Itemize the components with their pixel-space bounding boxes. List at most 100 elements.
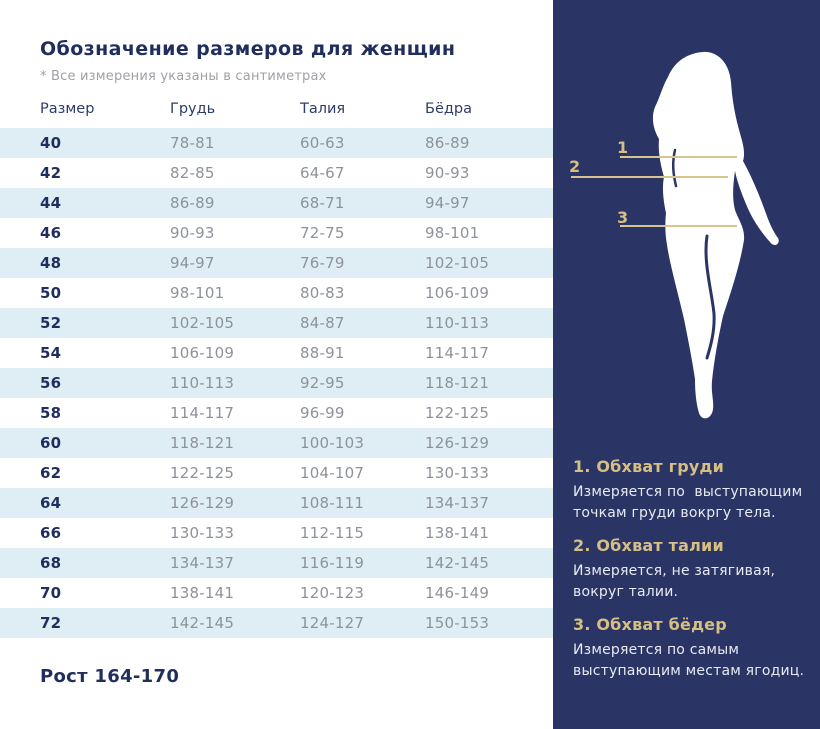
cell-size: 64: [40, 494, 62, 512]
cell-hips: 146-149: [425, 584, 490, 602]
cell-waist: 88-91: [300, 344, 345, 362]
cell-chest: 118-121: [170, 434, 235, 452]
cell-chest: 126-129: [170, 494, 235, 512]
cell-chest: 86-89: [170, 194, 215, 212]
cell-hips: 130-133: [425, 464, 490, 482]
cell-chest: 82-85: [170, 164, 215, 182]
cell-hips: 126-129: [425, 434, 490, 452]
cell-size: 62: [40, 464, 62, 482]
cell-waist: 116-119: [300, 554, 365, 572]
cell-chest: 78-81: [170, 134, 215, 152]
table-row: 40 78-81 60-63 86-89: [0, 128, 553, 158]
table-row: 46 90-93 72-75 98-101: [0, 218, 553, 248]
hips-line-number: 3: [617, 208, 629, 227]
cell-waist: 124-127: [300, 614, 365, 632]
cell-chest: 98-101: [170, 284, 225, 302]
cell-hips: 98-101: [425, 224, 480, 242]
legend-text-waist: Измеряется, не затягивая, вокруг талии.: [573, 563, 780, 600]
cell-chest: 110-113: [170, 374, 235, 392]
size-table-body: 40 78-81 60-63 86-89 42 82-85 64-67 90-93 44 86-8…: [0, 128, 553, 638]
cell-waist: 92-95: [300, 374, 345, 392]
table-row: 64 126-129 108-111 134-137: [0, 488, 553, 518]
cell-waist: 84-87: [300, 314, 345, 332]
cell-size: 52: [40, 314, 62, 332]
table-row: 56 110-113 92-95 118-121: [0, 368, 553, 398]
legend-item-hips: 3. Обхват бёдер Измеряется по самым выст…: [573, 615, 805, 682]
chest-line-number: 1: [617, 138, 629, 157]
cell-waist: 108-111: [300, 494, 365, 512]
cell-hips: 142-145: [425, 554, 490, 572]
table-row: 54 106-109 88-91 114-117: [0, 338, 553, 368]
measurement-legend: 1. Обхват груди Измеряется по выступающи…: [573, 457, 805, 694]
cell-size: 66: [40, 524, 62, 542]
chest-measure-line: [620, 156, 737, 158]
cell-size: 48: [40, 254, 62, 272]
cell-size: 70: [40, 584, 62, 602]
cell-chest: 142-145: [170, 614, 235, 632]
cell-waist: 100-103: [300, 434, 365, 452]
cell-size: 40: [40, 134, 62, 152]
legend-heading-chest: 1. Обхват груди: [573, 457, 725, 476]
height-range-label: Рост 164-170: [40, 666, 180, 687]
table-row: 62 122-125 104-107 130-133: [0, 458, 553, 488]
legend-item-chest: 1. Обхват груди Измеряется по выступающи…: [573, 457, 805, 524]
cell-hips: 102-105: [425, 254, 490, 272]
cell-hips: 86-89: [425, 134, 470, 152]
table-row: 42 82-85 64-67 90-93: [0, 158, 553, 188]
table-row: 72 142-145 124-127 150-153: [0, 608, 553, 638]
column-header-chest: Грудь: [170, 101, 216, 117]
cell-hips: 150-153: [425, 614, 490, 632]
cell-chest: 90-93: [170, 224, 215, 242]
cell-hips: 114-117: [425, 344, 490, 362]
cell-size: 50: [40, 284, 62, 302]
cell-hips: 94-97: [425, 194, 470, 212]
woman-silhouette-icon: [652, 51, 779, 419]
column-header-size: Размер: [40, 101, 95, 117]
cell-hips: 110-113: [425, 314, 490, 332]
cell-waist: 60-63: [300, 134, 345, 152]
cell-hips: 122-125: [425, 404, 490, 422]
cell-chest: 122-125: [170, 464, 235, 482]
cell-waist: 112-115: [300, 524, 365, 542]
cell-size: 46: [40, 224, 62, 242]
cell-hips: 138-141: [425, 524, 490, 542]
cell-hips: 118-121: [425, 374, 490, 392]
table-row: 60 118-121 100-103 126-129: [0, 428, 553, 458]
cell-waist: 68-71: [300, 194, 345, 212]
waist-measure-line: [571, 176, 728, 178]
page-title: Обозначение размеров для женщин: [40, 38, 456, 60]
table-row: 52 102-105 84-87 110-113: [0, 308, 553, 338]
cell-chest: 102-105: [170, 314, 235, 332]
measurement-units-note: * Все измерения указаны в сантиметрах: [40, 69, 327, 84]
table-header: Размер Грудь Талия Бёдра: [0, 94, 553, 124]
legend-heading-waist: 2. Обхват талии: [573, 536, 724, 555]
table-row: 66 130-133 112-115 138-141: [0, 518, 553, 548]
column-header-waist: Талия: [300, 101, 346, 117]
legend-text-hips: Измеряется по самым выступающим местам я…: [573, 642, 805, 679]
cell-waist: 104-107: [300, 464, 365, 482]
legend-heading-hips: 3. Обхват бёдер: [573, 615, 727, 634]
cell-hips: 134-137: [425, 494, 490, 512]
cell-size: 54: [40, 344, 62, 362]
cell-size: 72: [40, 614, 62, 632]
cell-waist: 72-75: [300, 224, 345, 242]
cell-size: 60: [40, 434, 62, 452]
column-header-hips: Бёдра: [425, 101, 472, 117]
cell-size: 58: [40, 404, 62, 422]
cell-waist: 120-123: [300, 584, 365, 602]
table-row: 58 114-117 96-99 122-125: [0, 398, 553, 428]
cell-size: 56: [40, 374, 62, 392]
cell-chest: 134-137: [170, 554, 235, 572]
cell-size: 68: [40, 554, 62, 572]
cell-hips: 90-93: [425, 164, 470, 182]
measurement-panel: 1 2 3 1. Обхват груди Измеряется по выст…: [553, 0, 820, 729]
cell-chest: 106-109: [170, 344, 235, 362]
table-row: 48 94-97 76-79 102-105: [0, 248, 553, 278]
legend-item-waist: 2. Обхват талии Измеряется, не затягивая…: [573, 536, 805, 603]
waist-line-number: 2: [569, 157, 581, 176]
cell-chest: 130-133: [170, 524, 235, 542]
table-row: 68 134-137 116-119 142-145: [0, 548, 553, 578]
table-row: 50 98-101 80-83 106-109: [0, 278, 553, 308]
cell-chest: 94-97: [170, 254, 215, 272]
